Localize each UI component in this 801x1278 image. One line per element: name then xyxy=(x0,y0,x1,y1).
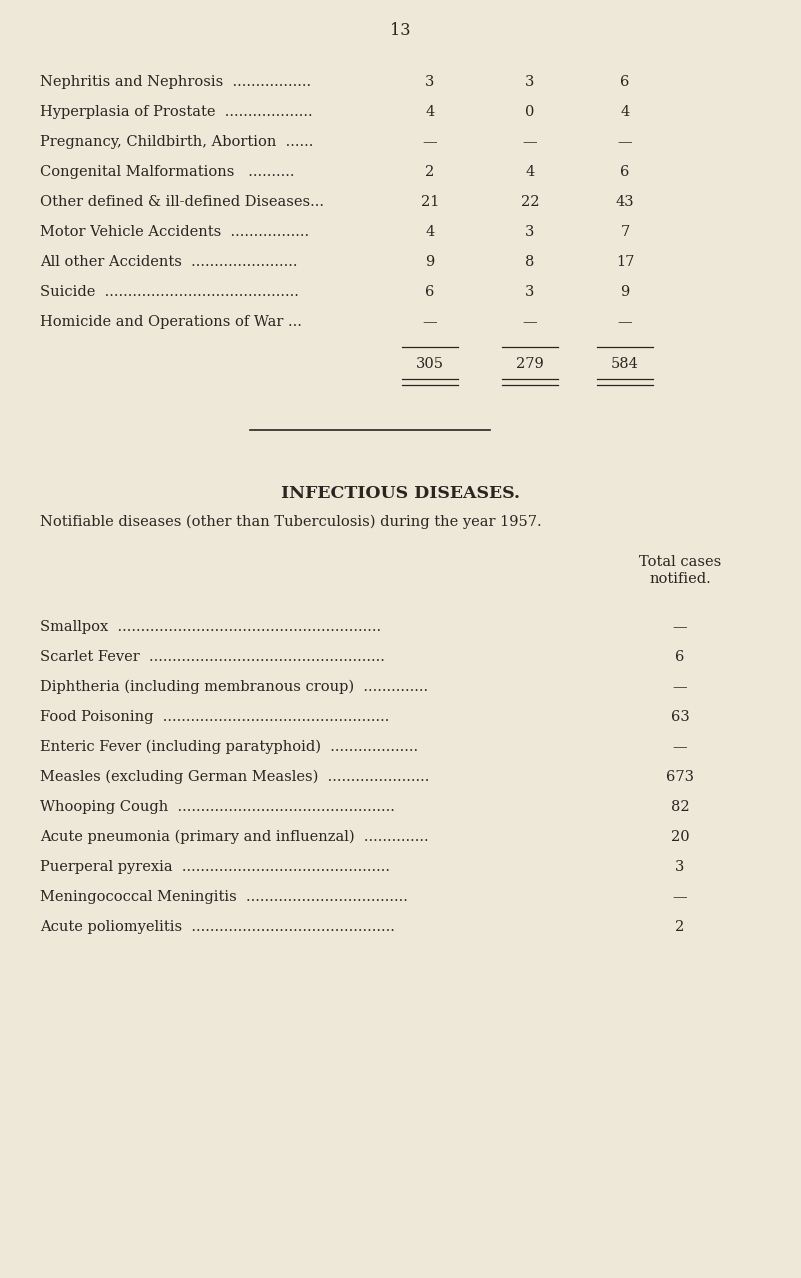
Text: 20: 20 xyxy=(670,829,690,843)
Text: —: — xyxy=(523,135,537,150)
Text: 9: 9 xyxy=(621,285,630,299)
Text: 3: 3 xyxy=(675,860,685,874)
Text: Homicide and Operations of War ...: Homicide and Operations of War ... xyxy=(40,314,302,328)
Text: 3: 3 xyxy=(425,75,435,89)
Text: 2: 2 xyxy=(675,920,685,934)
Text: Scarlet Fever  ...................................................: Scarlet Fever ..........................… xyxy=(40,651,384,665)
Text: 63: 63 xyxy=(670,711,690,725)
Text: Total cases: Total cases xyxy=(639,555,721,569)
Text: Pregnancy, Childbirth, Abortion  ......: Pregnancy, Childbirth, Abortion ...... xyxy=(40,135,313,150)
Text: INFECTIOUS DISEASES.: INFECTIOUS DISEASES. xyxy=(281,484,520,502)
Text: All other Accidents  .......................: All other Accidents ....................… xyxy=(40,256,297,268)
Text: 6: 6 xyxy=(620,165,630,179)
Text: 6: 6 xyxy=(620,75,630,89)
Text: 43: 43 xyxy=(616,196,634,210)
Text: 82: 82 xyxy=(670,800,690,814)
Text: —: — xyxy=(423,314,437,328)
Text: Acute poliomyelitis  ............................................: Acute poliomyelitis ....................… xyxy=(40,920,395,934)
Text: Enteric Fever (including paratyphoid)  ...................: Enteric Fever (including paratyphoid) ..… xyxy=(40,740,418,754)
Text: Meningococcal Meningitis  ...................................: Meningococcal Meningitis ...............… xyxy=(40,889,408,904)
Text: Motor Vehicle Accidents  .................: Motor Vehicle Accidents ................… xyxy=(40,225,309,239)
Text: Hyperplasia of Prostate  ...................: Hyperplasia of Prostate ................… xyxy=(40,105,312,119)
Text: —: — xyxy=(673,889,687,904)
Text: Nephritis and Nephrosis  .................: Nephritis and Nephrosis ................… xyxy=(40,75,311,89)
Text: Suicide  ..........................................: Suicide ................................… xyxy=(40,285,299,299)
Text: 2: 2 xyxy=(425,165,435,179)
Text: 584: 584 xyxy=(611,357,639,371)
Text: 3: 3 xyxy=(525,225,535,239)
Text: 4: 4 xyxy=(525,165,534,179)
Text: Congenital Malformations   ..........: Congenital Malformations .......... xyxy=(40,165,295,179)
Text: 0: 0 xyxy=(525,105,535,119)
Text: 4: 4 xyxy=(621,105,630,119)
Text: Acute pneumonia (primary and influenzal)  ..............: Acute pneumonia (primary and influenzal)… xyxy=(40,829,429,845)
Text: Food Poisoning  .................................................: Food Poisoning .........................… xyxy=(40,711,389,725)
Text: 13: 13 xyxy=(390,22,411,40)
Text: notified.: notified. xyxy=(649,573,710,587)
Text: —: — xyxy=(673,620,687,634)
Text: Measles (excluding German Measles)  ......................: Measles (excluding German Measles) .....… xyxy=(40,771,429,785)
Text: —: — xyxy=(423,135,437,150)
Text: Notifiable diseases (other than Tuberculosis) during the year 1957.: Notifiable diseases (other than Tubercul… xyxy=(40,515,541,529)
Text: 3: 3 xyxy=(525,75,535,89)
Text: —: — xyxy=(523,314,537,328)
Text: 17: 17 xyxy=(616,256,634,268)
Text: —: — xyxy=(618,135,632,150)
Text: —: — xyxy=(618,314,632,328)
Text: 305: 305 xyxy=(416,357,444,371)
Text: 673: 673 xyxy=(666,771,694,783)
Text: 8: 8 xyxy=(525,256,535,268)
Text: 4: 4 xyxy=(425,105,435,119)
Text: 6: 6 xyxy=(425,285,435,299)
Text: 279: 279 xyxy=(516,357,544,371)
Text: 21: 21 xyxy=(421,196,439,210)
Text: 3: 3 xyxy=(525,285,535,299)
Text: 4: 4 xyxy=(425,225,435,239)
Text: Puerperal pyrexia  .............................................: Puerperal pyrexia ......................… xyxy=(40,860,390,874)
Text: —: — xyxy=(673,680,687,694)
Text: —: — xyxy=(673,740,687,754)
Text: Other defined & ill-defined Diseases...: Other defined & ill-defined Diseases... xyxy=(40,196,324,210)
Text: 9: 9 xyxy=(425,256,435,268)
Text: 7: 7 xyxy=(621,225,630,239)
Text: Diphtheria (including membranous croup)  ..............: Diphtheria (including membranous croup) … xyxy=(40,680,428,694)
Text: 22: 22 xyxy=(521,196,539,210)
Text: 6: 6 xyxy=(675,651,685,665)
Text: Smallpox  .........................................................: Smallpox ...............................… xyxy=(40,620,381,634)
Text: Whooping Cough  ...............................................: Whooping Cough .........................… xyxy=(40,800,395,814)
